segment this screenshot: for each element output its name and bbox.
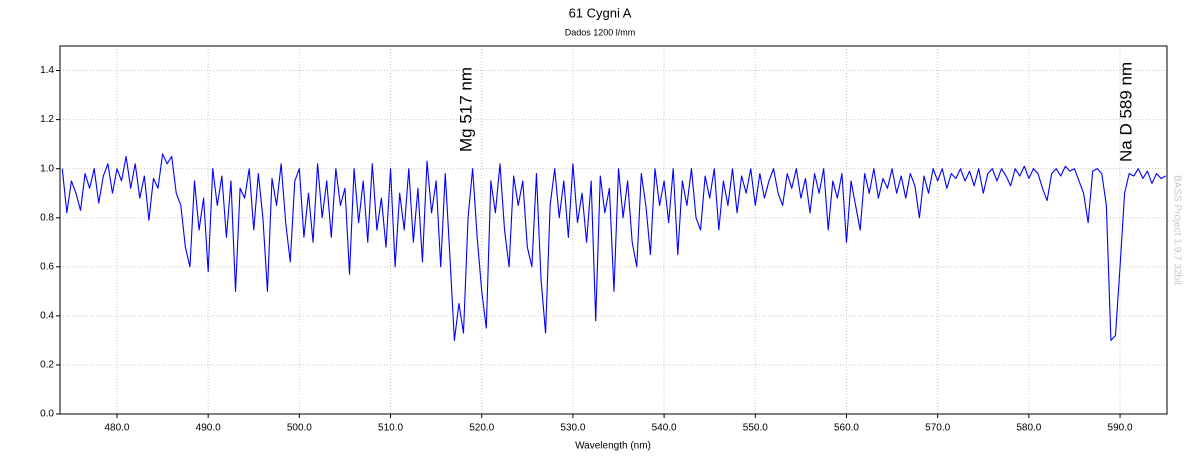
x-tick-label: 560.0 bbox=[834, 423, 859, 434]
chart-subtitle: Dados 1200 l/mm bbox=[565, 27, 636, 37]
y-tick-label: 0.8 bbox=[40, 212, 54, 223]
x-tick-label: 550.0 bbox=[743, 423, 768, 434]
spectrum-line bbox=[61, 153, 1166, 341]
y-tick-label: 0.0 bbox=[40, 409, 54, 420]
x-tick-label: 520.0 bbox=[469, 423, 494, 434]
watermark: BASS Project 1.9.7 32bit bbox=[1171, 175, 1182, 285]
x-tick-label: 540.0 bbox=[652, 423, 677, 434]
x-tick-label: 510.0 bbox=[378, 423, 403, 434]
y-tick-label: 1.2 bbox=[40, 114, 54, 125]
x-tick-label: 590.0 bbox=[1108, 423, 1133, 434]
x-tick-label: 480.0 bbox=[104, 423, 129, 434]
chart-title: 61 Cygni A bbox=[569, 5, 632, 20]
y-tick-label: 0.6 bbox=[40, 261, 54, 272]
x-tick-label: 580.0 bbox=[1016, 423, 1041, 434]
x-axis-label: Wavelength (nm) bbox=[575, 441, 651, 452]
y-tick-label: 0.4 bbox=[40, 311, 54, 322]
x-tick-label: 490.0 bbox=[196, 423, 221, 434]
x-tick-label: 500.0 bbox=[287, 423, 312, 434]
y-tick-label: 1.4 bbox=[40, 65, 54, 76]
plot-frame bbox=[59, 45, 1168, 415]
x-tick-label: 570.0 bbox=[925, 423, 950, 434]
y-tick-label: 1.0 bbox=[40, 163, 54, 174]
y-tick-label: 0.2 bbox=[40, 360, 54, 371]
x-tick-label: 530.0 bbox=[560, 423, 585, 434]
annotation: Na D 589 nm bbox=[1116, 62, 1135, 162]
annotation: Mg 517 nm bbox=[456, 67, 475, 152]
plot-area: 0.0 0.2 0.4 0.6 0.8 1.0 1.2 1.4 480.0 490.0 500.0 5… bbox=[40, 45, 1168, 434]
